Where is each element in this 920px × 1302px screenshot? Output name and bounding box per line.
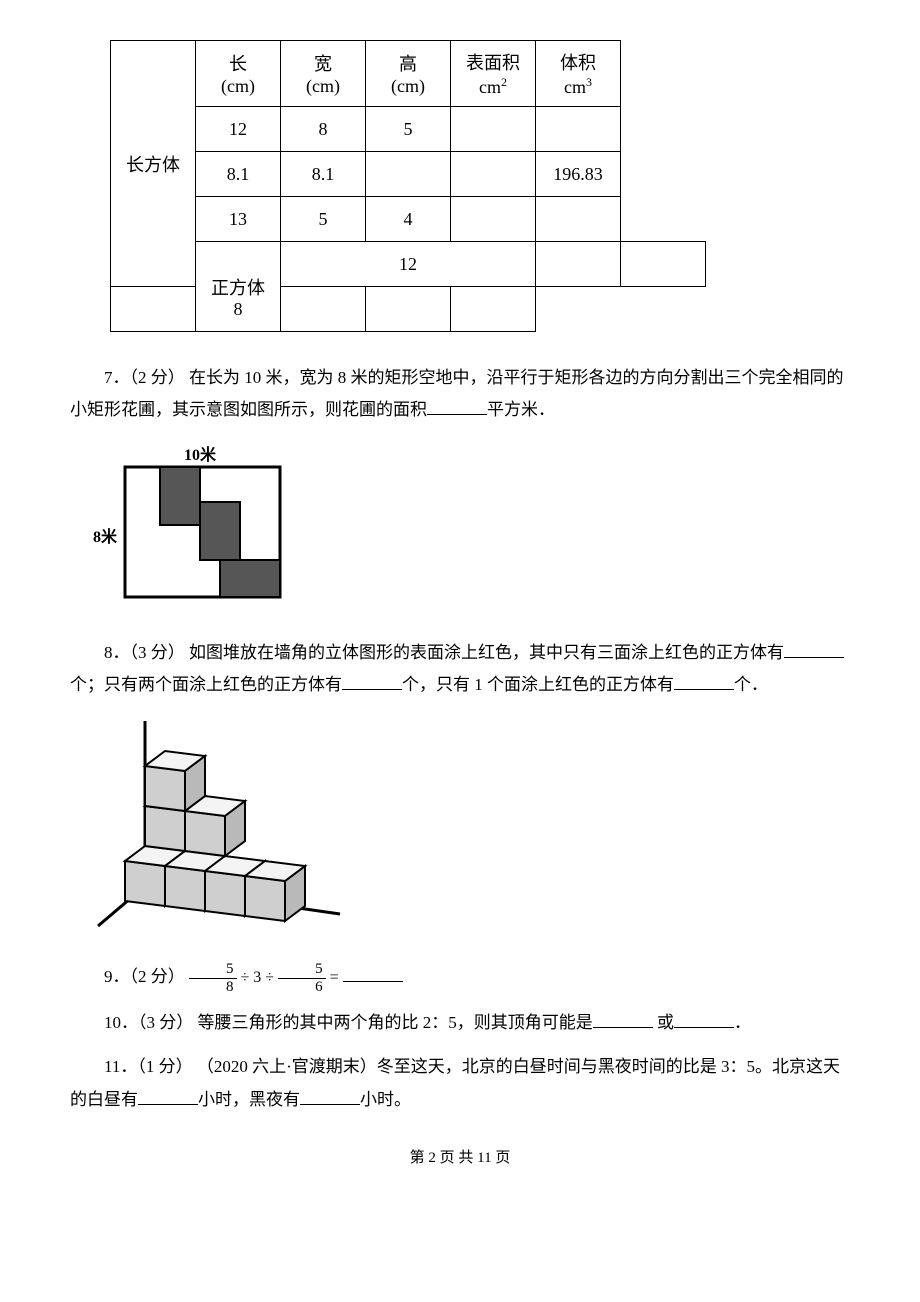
blank: [343, 963, 403, 983]
rowgroup-cuboid-label: 长方体: [111, 41, 196, 287]
table-row: 13 5 4: [111, 197, 706, 242]
question-9-text: 9．（2 分） 5 8 ÷ 3 ÷ 5 6 =: [70, 961, 850, 995]
fig7-width-label: 10米: [184, 445, 217, 464]
lwh-table: 长方体 长 (cm) 宽 (cm) 高 (cm) 表面积 cm2 体积 cm3: [110, 40, 706, 332]
blank: [674, 670, 734, 690]
question-7-figure: 10米 8米: [90, 442, 850, 617]
fraction-2: 5 6: [278, 962, 326, 995]
col-length: 长 (cm): [196, 41, 281, 107]
col-surface-area: 表面积 cm2: [451, 41, 536, 107]
fig7-height-label: 8米: [93, 527, 118, 546]
blank: [593, 1008, 653, 1028]
col-width: 宽 (cm): [281, 41, 366, 107]
blank: [674, 1008, 734, 1028]
table-row: 8: [111, 287, 706, 332]
table-row: 8.1 8.1 196.83: [111, 152, 706, 197]
fraction-1: 5 8: [189, 962, 237, 995]
col-height: 高 (cm): [366, 41, 451, 107]
table-row: 12 8 5: [111, 107, 706, 152]
table-row: 正方体 12: [111, 242, 706, 287]
question-7-text: 7．（2 分） 在长为 10 米，宽为 8 米的矩形空地中，沿平行于矩形各边的方…: [70, 362, 850, 427]
question-11-text: 11．（1 分） （2020 六上·官渡期末）冬至这天，北京的白昼时间与黑夜时间…: [70, 1051, 850, 1116]
blank: [784, 638, 844, 658]
blank: [300, 1085, 360, 1105]
question-10-text: 10．（3 分） 等腰三角形的其中两个角的比 2：5，则其顶角可能是 或．: [70, 1007, 850, 1039]
table-header-row: 长方体 长 (cm) 宽 (cm) 高 (cm) 表面积 cm2 体积 cm3: [111, 41, 706, 107]
question-8-figure: [90, 716, 850, 941]
page-footer: 第 2 页 共 11 页: [70, 1146, 850, 1167]
blank: [342, 670, 402, 690]
blank: [427, 396, 487, 416]
blank: [138, 1085, 198, 1105]
col-volume: 体积 cm3: [536, 41, 621, 107]
question-8-text: 8．（3 分） 如图堆放在墙角的立体图形的表面涂上红色，其中只有三面涂上红色的正…: [70, 637, 850, 702]
